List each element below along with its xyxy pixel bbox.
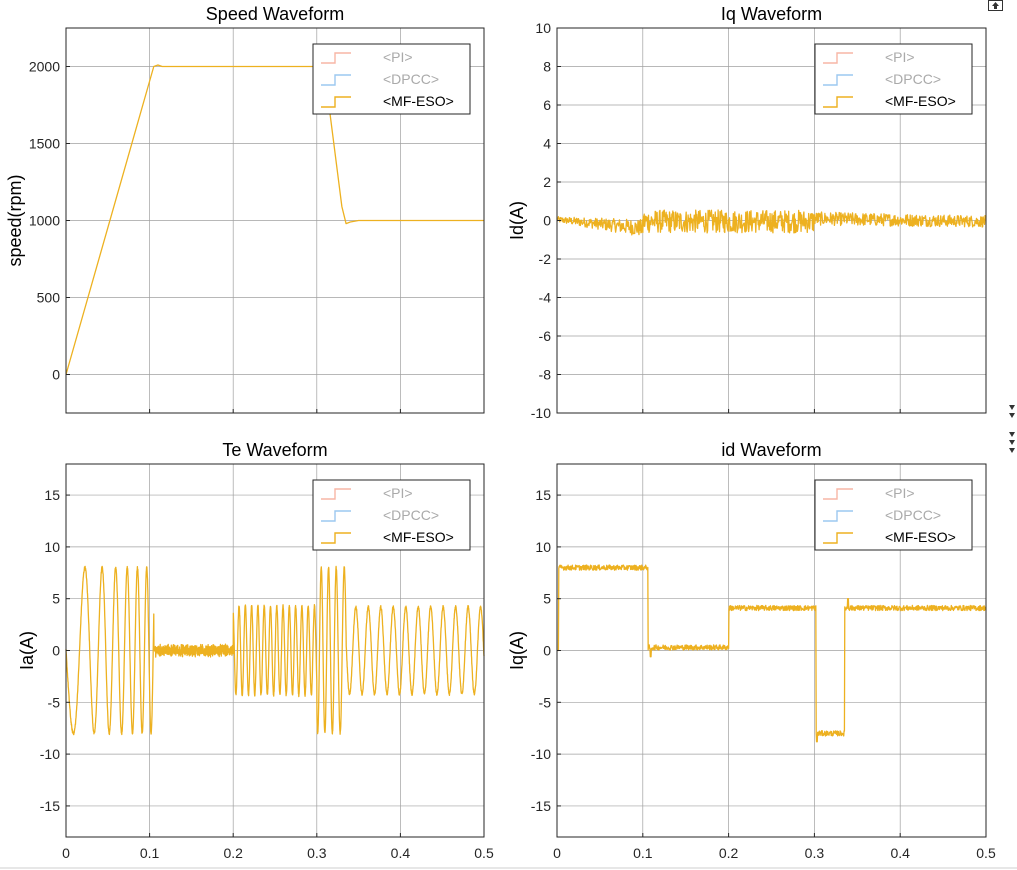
legend-step-icon: [823, 74, 853, 86]
x-tick-label: 0.2: [223, 845, 243, 861]
x-tick-label: 0.1: [140, 845, 160, 861]
legend-entry-label: <PI>: [885, 485, 915, 501]
y-tick-label: 0: [52, 367, 60, 383]
chart-id: -15 -10 -5 0 5 10 15 0 0.1 0.2 0.3 0.4 0.5 id Wavefor…: [507, 440, 996, 861]
y-tick-label: -10: [40, 746, 60, 762]
x-tick-label: 0.5: [474, 845, 494, 861]
x-tick-label: 0: [62, 845, 70, 861]
legend-step-icon: [321, 488, 351, 500]
x-tick-label: 0: [553, 845, 561, 861]
x-tick-label: 0.5: [976, 845, 996, 861]
y-tick-label: -10: [531, 405, 551, 421]
x-tick-label: 0.1: [633, 845, 653, 861]
legend: <PI> <DPCC> <MF-ESO>: [312, 479, 471, 551]
y-tick-label: 1500: [29, 136, 60, 152]
legend-step-icon: [321, 74, 351, 86]
x-tick-label: 0.4: [391, 845, 411, 861]
y-tick-label: -5: [539, 694, 552, 710]
y-tick-label: 8: [543, 59, 551, 75]
y-tick-label: 500: [37, 290, 61, 306]
y-tick-label: 2: [543, 174, 551, 190]
legend: <PI> <DPCC> <MF-ESO>: [814, 43, 973, 115]
y-tick-label: -4: [539, 290, 552, 306]
y-tick-label: -10: [531, 746, 551, 762]
legend-box: [312, 479, 471, 551]
chart-title: Te Waveform: [222, 440, 327, 460]
legend-entry-label: <DPCC>: [383, 507, 439, 523]
y-tick-label: 1000: [29, 213, 60, 229]
legend-entry-label: <DPCC>: [383, 71, 439, 87]
y-tick-label: -5: [48, 694, 61, 710]
chart-title: Speed Waveform: [206, 4, 344, 24]
legend-entry-label: <DPCC>: [885, 71, 941, 87]
legend-entry-label: <MF-ESO>: [885, 529, 956, 545]
chart-te: -15 -10 -5 0 5 10 15 0 0.1 0.2 0.3 0.4 0.5 Te Wavefor…: [17, 440, 494, 861]
y-tick-label: 15: [535, 487, 551, 503]
expand-icon[interactable]: [988, 0, 1003, 11]
series-line-mf-eso: [65, 565, 485, 736]
y-tick-label: 10: [535, 20, 551, 36]
chart-iq: -10 -8 -6 -4 -2 0 2 4 6 8 10 Iq Waveform Id(A) <PI> <D…: [507, 4, 987, 421]
legend-box: [814, 479, 973, 551]
y-tick-label: 15: [44, 487, 60, 503]
triangle-down-icon[interactable]: [1009, 448, 1015, 453]
legend-box: [814, 43, 973, 115]
x-tick-label: 0.2: [719, 845, 739, 861]
legend-step-icon: [321, 96, 351, 108]
x-tick-label: 0.3: [805, 845, 825, 861]
x-tick-label: 0.3: [307, 845, 327, 861]
y-tick-label: 10: [535, 539, 551, 555]
legend-step-icon: [321, 510, 351, 522]
triangle-down-icon[interactable]: [1009, 432, 1015, 437]
y-tick-label: 6: [543, 97, 551, 113]
chart-title: id Waveform: [721, 440, 821, 460]
y-tick-label: 5: [543, 591, 551, 607]
y-tick-label: 2000: [29, 59, 60, 75]
triangle-down-icon[interactable]: [1009, 405, 1015, 410]
y-tick-label: -15: [40, 798, 60, 814]
y-tick-label: 0: [543, 213, 551, 229]
legend-entry-label: <MF-ESO>: [383, 529, 454, 545]
legend-entry-label: <PI>: [885, 49, 915, 65]
y-tick-label: -8: [539, 367, 552, 383]
chart-speed: 0 500 1000 1500 2000 Speed Waveform speed(rpm)…: [5, 4, 485, 414]
chart-title: Iq Waveform: [721, 4, 822, 24]
legend-step-icon: [321, 52, 351, 64]
series-line-mf-eso: [556, 564, 987, 743]
y-axis-label: speed(rpm): [5, 174, 25, 266]
legend-entry-label: <DPCC>: [885, 507, 941, 523]
legend-step-icon: [823, 96, 853, 108]
series-line-mf-eso: [556, 209, 987, 236]
triangle-down-icon[interactable]: [1009, 440, 1015, 445]
legend-step-icon: [823, 488, 853, 500]
y-tick-label: -6: [539, 328, 552, 344]
triangle-down-icon[interactable]: [1009, 413, 1015, 418]
legend-step-icon: [823, 510, 853, 522]
x-tick-label: 0.4: [890, 845, 910, 861]
y-axis-label: Iq(A): [507, 631, 527, 670]
legend-entry-label: <PI>: [383, 49, 413, 65]
y-tick-label: 0: [543, 643, 551, 659]
legend-step-icon: [321, 532, 351, 544]
y-tick-label: -15: [531, 798, 551, 814]
legend-step-icon: [823, 52, 853, 64]
y-tick-label: 10: [44, 539, 60, 555]
legend: <PI> <DPCC> <MF-ESO>: [312, 43, 471, 115]
y-tick-label: -2: [539, 251, 552, 267]
legend-box: [312, 43, 471, 115]
side-arrow-stack[interactable]: [1009, 405, 1017, 456]
legend-step-icon: [823, 532, 853, 544]
y-tick-label: 5: [52, 591, 60, 607]
y-axis-label: Id(A): [507, 201, 527, 240]
y-axis-label: Ia(A): [17, 631, 37, 670]
y-tick-label: 0: [52, 643, 60, 659]
legend-entry-label: <MF-ESO>: [383, 93, 454, 109]
legend-entry-label: <MF-ESO>: [885, 93, 956, 109]
y-tick-label: 4: [543, 136, 551, 152]
legend-entry-label: <PI>: [383, 485, 413, 501]
legend: <PI> <DPCC> <MF-ESO>: [814, 479, 973, 551]
